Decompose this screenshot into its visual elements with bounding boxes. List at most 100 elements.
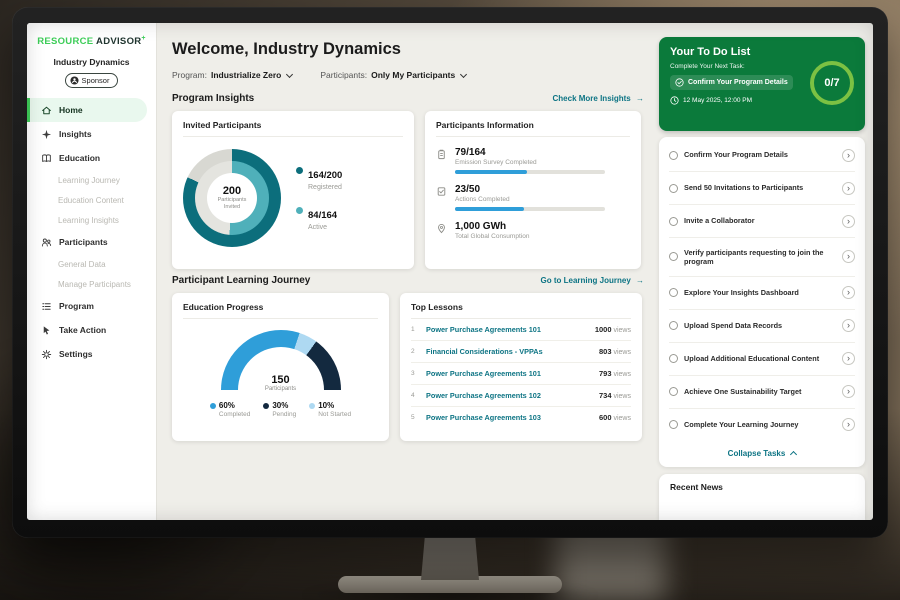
link-label: Go to Learning Journey [540, 276, 631, 285]
todo-task[interactable]: Verify participants requesting to join t… [669, 238, 855, 277]
task-checkbox[interactable] [669, 288, 678, 298]
collapse-tasks-link[interactable]: Collapse Tasks [669, 441, 855, 465]
lesson-views-value: 600 [599, 413, 612, 422]
go-to-learning-journey-link[interactable]: Go to Learning Journey → [541, 276, 644, 285]
screen: RESOURCE ADVISOR+ Industry Dynamics Spon… [27, 23, 873, 520]
check-more-insights-link[interactable]: Check More Insights → [553, 94, 644, 103]
lesson-title[interactable]: Power Purchase Agreements 101 [426, 325, 541, 334]
main-content: Welcome, Industry Dynamics Program: Indu… [157, 23, 657, 520]
metric-value: 1,000 GWh [455, 221, 507, 232]
task-chevron-icon[interactable]: › [842, 352, 855, 366]
metric-label: Emission Survey Completed [455, 159, 537, 166]
sidebar-item-education-content[interactable]: Education Content [27, 190, 156, 210]
lesson-title[interactable]: Power Purchase Agreements 102 [426, 391, 541, 400]
lesson-views-unit: views [613, 393, 631, 400]
legend-value: 10% [318, 401, 335, 410]
lesson-views-unit: views [613, 349, 631, 356]
card-title: Education Progress [183, 302, 378, 319]
todo-task[interactable]: Upload Spend Data Records › [669, 310, 855, 343]
task-checkbox[interactable] [669, 216, 678, 226]
sidebar-item-participants[interactable]: Participants [27, 230, 156, 254]
metric-label: Actions Completed [455, 196, 510, 203]
program-dropdown[interactable]: Program: Industrialize Zero [172, 70, 294, 80]
task-chevron-icon[interactable]: › [842, 286, 855, 300]
participants-dropdown[interactable]: Participants: Only My Participants [320, 70, 468, 80]
task-checkbox[interactable] [669, 387, 678, 397]
task-chevron-icon[interactable]: › [842, 214, 855, 228]
sponsor-icon [69, 76, 79, 85]
recent-news-title: Recent News [670, 481, 723, 492]
metric-value: 23/50 [455, 184, 481, 195]
todo-task[interactable]: Invite a Collaborator › [669, 205, 855, 238]
task-checkbox[interactable] [669, 150, 678, 160]
task-chevron-icon[interactable]: › [842, 250, 855, 264]
program-icon [42, 302, 51, 310]
todo-next-task[interactable]: Confirm Your Program Details [670, 75, 793, 90]
learning-journey-title: Participant Learning Journey [172, 275, 311, 286]
todo-task[interactable]: Upload Additional Educational Content › [669, 343, 855, 376]
task-chevron-icon[interactable]: › [842, 148, 855, 162]
lesson-rank: 4 [411, 392, 415, 399]
sponsor-label: Sponsor [81, 76, 110, 86]
lesson-views-unit: views [613, 415, 631, 422]
sidebar-item-take-action[interactable]: Take Action [27, 318, 156, 342]
task-checkbox[interactable] [669, 321, 678, 331]
lesson-row[interactable]: 2 Financial Considerations - VPPAs 803 v… [411, 341, 631, 363]
progress-fill [455, 170, 527, 174]
sidebar-item-learning-journey[interactable]: Learning Journey [27, 170, 156, 190]
task-label: Achieve One Sustainability Target [684, 387, 802, 397]
todo-task[interactable]: Explore Your Insights Dashboard › [669, 277, 855, 310]
task-label: Confirm Your Program Details [684, 150, 788, 160]
task-checkbox[interactable] [669, 354, 678, 364]
participants-label: Participants: [320, 70, 368, 80]
todo-task[interactable]: Send 50 Invitations to Participants › [669, 172, 855, 205]
legend-value: 60% [218, 401, 235, 410]
task-chevron-icon[interactable]: › [842, 418, 855, 432]
lesson-title[interactable]: Financial Considerations - VPPAs [426, 347, 543, 356]
todo-task[interactable]: Complete Your Learning Journey › [669, 409, 855, 441]
nav-label: General Data [58, 259, 106, 269]
nav-label: Manage Participants [58, 279, 131, 289]
sidebar-item-insights[interactable]: Insights [27, 122, 156, 146]
collapse-label: Collapse Tasks [727, 448, 786, 458]
lesson-title[interactable]: Power Purchase Agreements 101 [426, 369, 541, 378]
task-checkbox[interactable] [669, 252, 678, 262]
recent-news-card: Recent News [659, 473, 865, 520]
nav-label: Settings [59, 349, 93, 360]
sidebar-item-program[interactable]: Program [27, 294, 156, 318]
task-chevron-icon[interactable]: › [842, 385, 855, 399]
nav-label: Education [59, 153, 101, 164]
task-chevron-icon[interactable]: › [842, 181, 855, 195]
gauge-center-label: Participants [264, 386, 297, 392]
lesson-row[interactable]: 1 Power Purchase Agreements 101 1000 vie… [411, 319, 631, 341]
program-value: Industrialize Zero [210, 70, 282, 80]
task-label: Upload Spend Data Records [684, 321, 783, 331]
donut-center-value: 200 [222, 185, 242, 198]
sidebar-item-education[interactable]: Education [27, 146, 156, 170]
sidebar-item-learning-insights[interactable]: Learning Insights [27, 210, 156, 230]
sidebar-item-manage-participants[interactable]: Manage Participants [27, 274, 156, 294]
task-label: Send 50 Invitations to Participants [684, 183, 804, 193]
task-label: Complete Your Learning Journey [684, 420, 799, 430]
task-checkbox[interactable] [669, 183, 678, 193]
page-title: Welcome, Industry Dynamics [172, 40, 401, 58]
learning-cards-row: Education Progress 150 Participants [172, 293, 644, 441]
task-checkbox[interactable] [669, 420, 678, 430]
todo-task[interactable]: Confirm Your Program Details › [669, 139, 855, 172]
lesson-title[interactable]: Power Purchase Agreements 103 [426, 413, 541, 422]
legend-dot [296, 207, 303, 214]
task-chevron-icon[interactable]: › [842, 319, 855, 333]
sidebar-item-home[interactable]: Home [27, 98, 147, 123]
lesson-rank: 5 [411, 414, 415, 421]
lesson-row[interactable]: 5 Power Purchase Agreements 103 600 view… [411, 407, 631, 428]
lesson-row[interactable]: 3 Power Purchase Agreements 101 793 view… [411, 363, 631, 385]
monitor-stand-base [338, 576, 562, 593]
lesson-row[interactable]: 4 Power Purchase Agreements 102 734 view… [411, 385, 631, 407]
progress-fill [455, 207, 524, 211]
sidebar-item-settings[interactable]: Settings [27, 342, 156, 366]
sidebar-nav: Home Insights Education Learning Journey [27, 98, 156, 366]
nav-label: Learning Journey [58, 175, 120, 185]
todo-task[interactable]: Achieve One Sustainability Target › [669, 376, 855, 409]
nav-label: Participants [59, 237, 108, 248]
sidebar-item-general-data[interactable]: General Data [27, 254, 156, 274]
